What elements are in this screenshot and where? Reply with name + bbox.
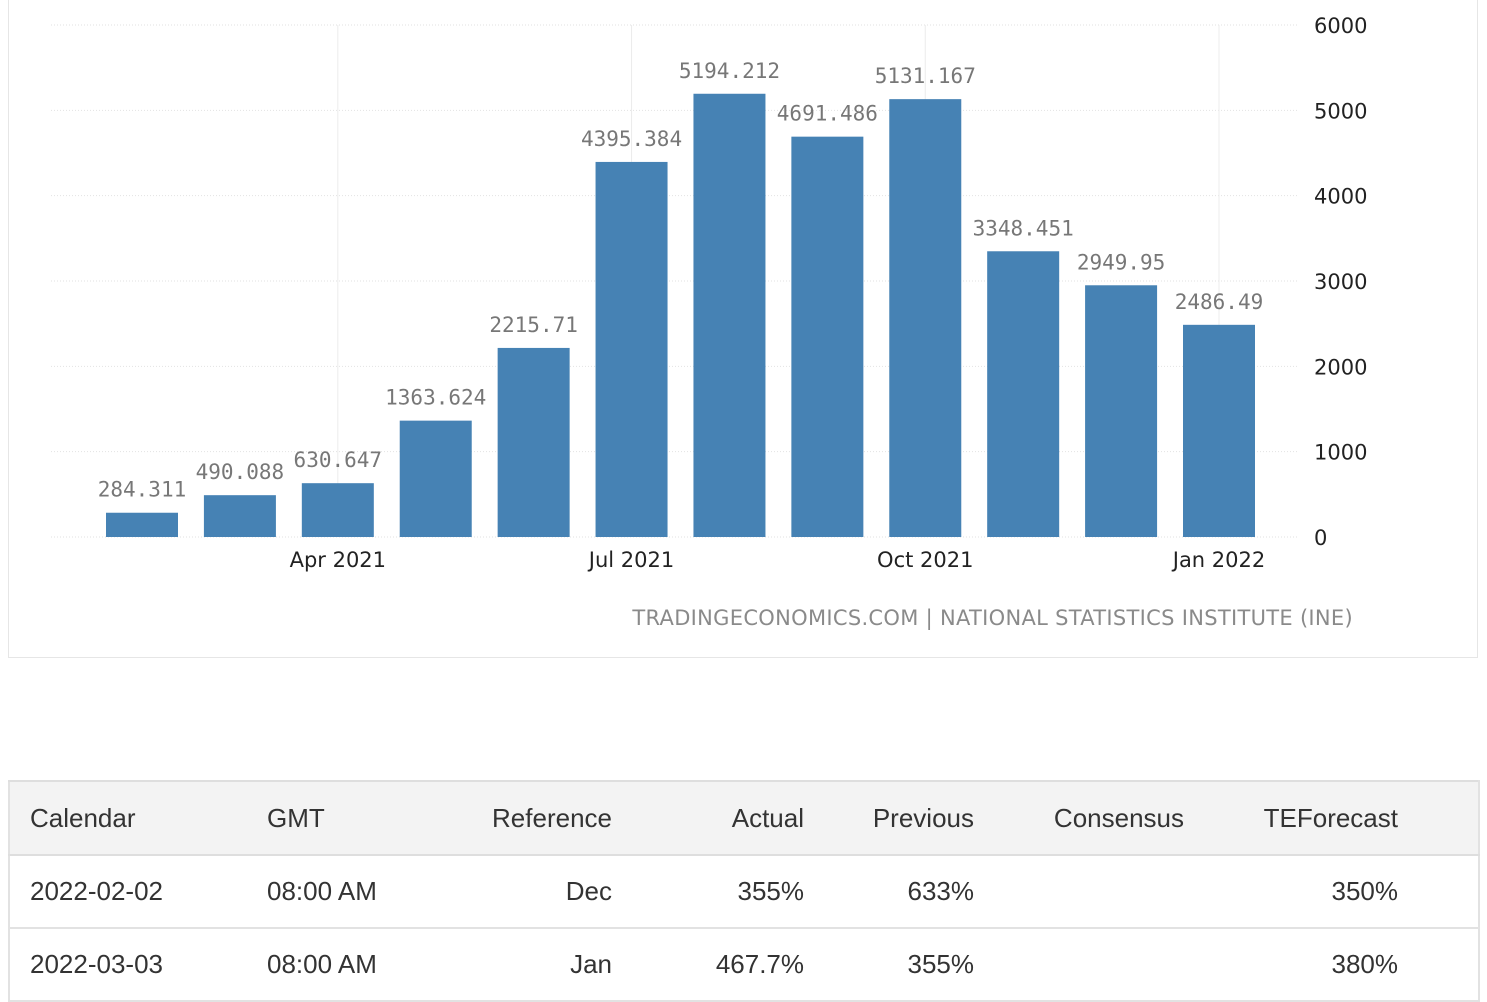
data-label: 3348.451 (973, 216, 1074, 240)
bar (987, 251, 1060, 538)
bar (203, 495, 276, 537)
y-tick-label: 1000 (1314, 441, 1367, 465)
chart-panel: 0 1000 2000 3000 4000 5000 6000 Apr 2021 Jul 202… (8, 0, 1478, 658)
cell-consensus (974, 855, 1184, 929)
cell-date: 2022-03-03 (8, 928, 267, 1002)
x-tick-label: Jul 2021 (587, 548, 674, 572)
bar (301, 483, 374, 537)
cell-actual: 467.7% (612, 928, 804, 1002)
cell-gmt: 08:00 AM (267, 855, 427, 929)
calendar-header-row: Calendar GMT Reference Actual Previous C… (8, 780, 1480, 856)
cell-previous: 633% (804, 855, 974, 929)
cell-reference: Jan (427, 928, 612, 1002)
data-label: 4395.384 (581, 127, 682, 151)
data-label: 5194.212 (679, 59, 780, 83)
bar (1085, 285, 1158, 537)
data-label: 284.311 (98, 478, 187, 502)
header-gmt[interactable]: GMT (267, 780, 427, 856)
bar-chart: 0 1000 2000 3000 4000 5000 6000 Apr 2021 Jul 202… (51, 14, 1367, 572)
data-label: 1363.624 (385, 386, 486, 410)
data-label: 4691.486 (777, 102, 878, 126)
bar (595, 161, 668, 537)
data-label: 2949.95 (1077, 250, 1166, 274)
header-consensus[interactable]: Consensus (974, 780, 1184, 856)
cell-actual: 355% (612, 855, 804, 929)
bar (693, 93, 766, 538)
y-tick-label: 5000 (1314, 99, 1367, 123)
table-row: 2022-02-02 08:00 AM Dec 355% 633% 350% (8, 855, 1480, 929)
bar (791, 136, 864, 538)
data-label: 490.088 (196, 460, 285, 484)
chart-source: TRADINGECONOMICS.COM | NATIONAL STATISTI… (632, 606, 1353, 630)
x-tick-label: Apr 2021 (290, 548, 386, 572)
bar (106, 512, 178, 537)
data-label: 630.647 (294, 448, 383, 472)
table-row: 2022-03-03 08:00 AM Jan 467.7% 355% 380% (8, 928, 1480, 1002)
y-tick-label: 6000 (1314, 14, 1367, 38)
header-reference[interactable]: Reference (427, 780, 612, 856)
bar (497, 347, 570, 537)
data-label: 2486.49 (1175, 290, 1264, 314)
header-actual[interactable]: Actual (612, 780, 804, 856)
cell-date: 2022-02-02 (8, 855, 267, 929)
bar (399, 420, 472, 537)
y-tick-label: 0 (1314, 526, 1327, 550)
calendar-table: Calendar GMT Reference Actual Previous C… (8, 780, 1480, 1002)
cell-reference: Dec (427, 855, 612, 929)
header-calendar[interactable]: Calendar (8, 780, 267, 856)
header-previous[interactable]: Previous (804, 780, 974, 856)
x-tick-label: Oct 2021 (877, 548, 973, 572)
data-label: 2215.71 (489, 313, 578, 337)
data-label: 5131.167 (875, 64, 976, 88)
y-tick-label: 4000 (1314, 185, 1367, 209)
bar (889, 99, 962, 538)
x-tick-label: Jan 2022 (1171, 548, 1266, 572)
y-tick-label: 2000 (1314, 355, 1367, 379)
y-tick-label: 3000 (1314, 270, 1367, 294)
cell-gmt: 08:00 AM (267, 928, 427, 1002)
cell-teforecast: 380% (1184, 928, 1480, 1002)
cell-previous: 355% (804, 928, 974, 1002)
bar (1183, 324, 1255, 537)
cell-consensus (974, 928, 1184, 1002)
header-teforecast[interactable]: TEForecast (1184, 780, 1480, 856)
cell-teforecast: 350% (1184, 855, 1480, 929)
